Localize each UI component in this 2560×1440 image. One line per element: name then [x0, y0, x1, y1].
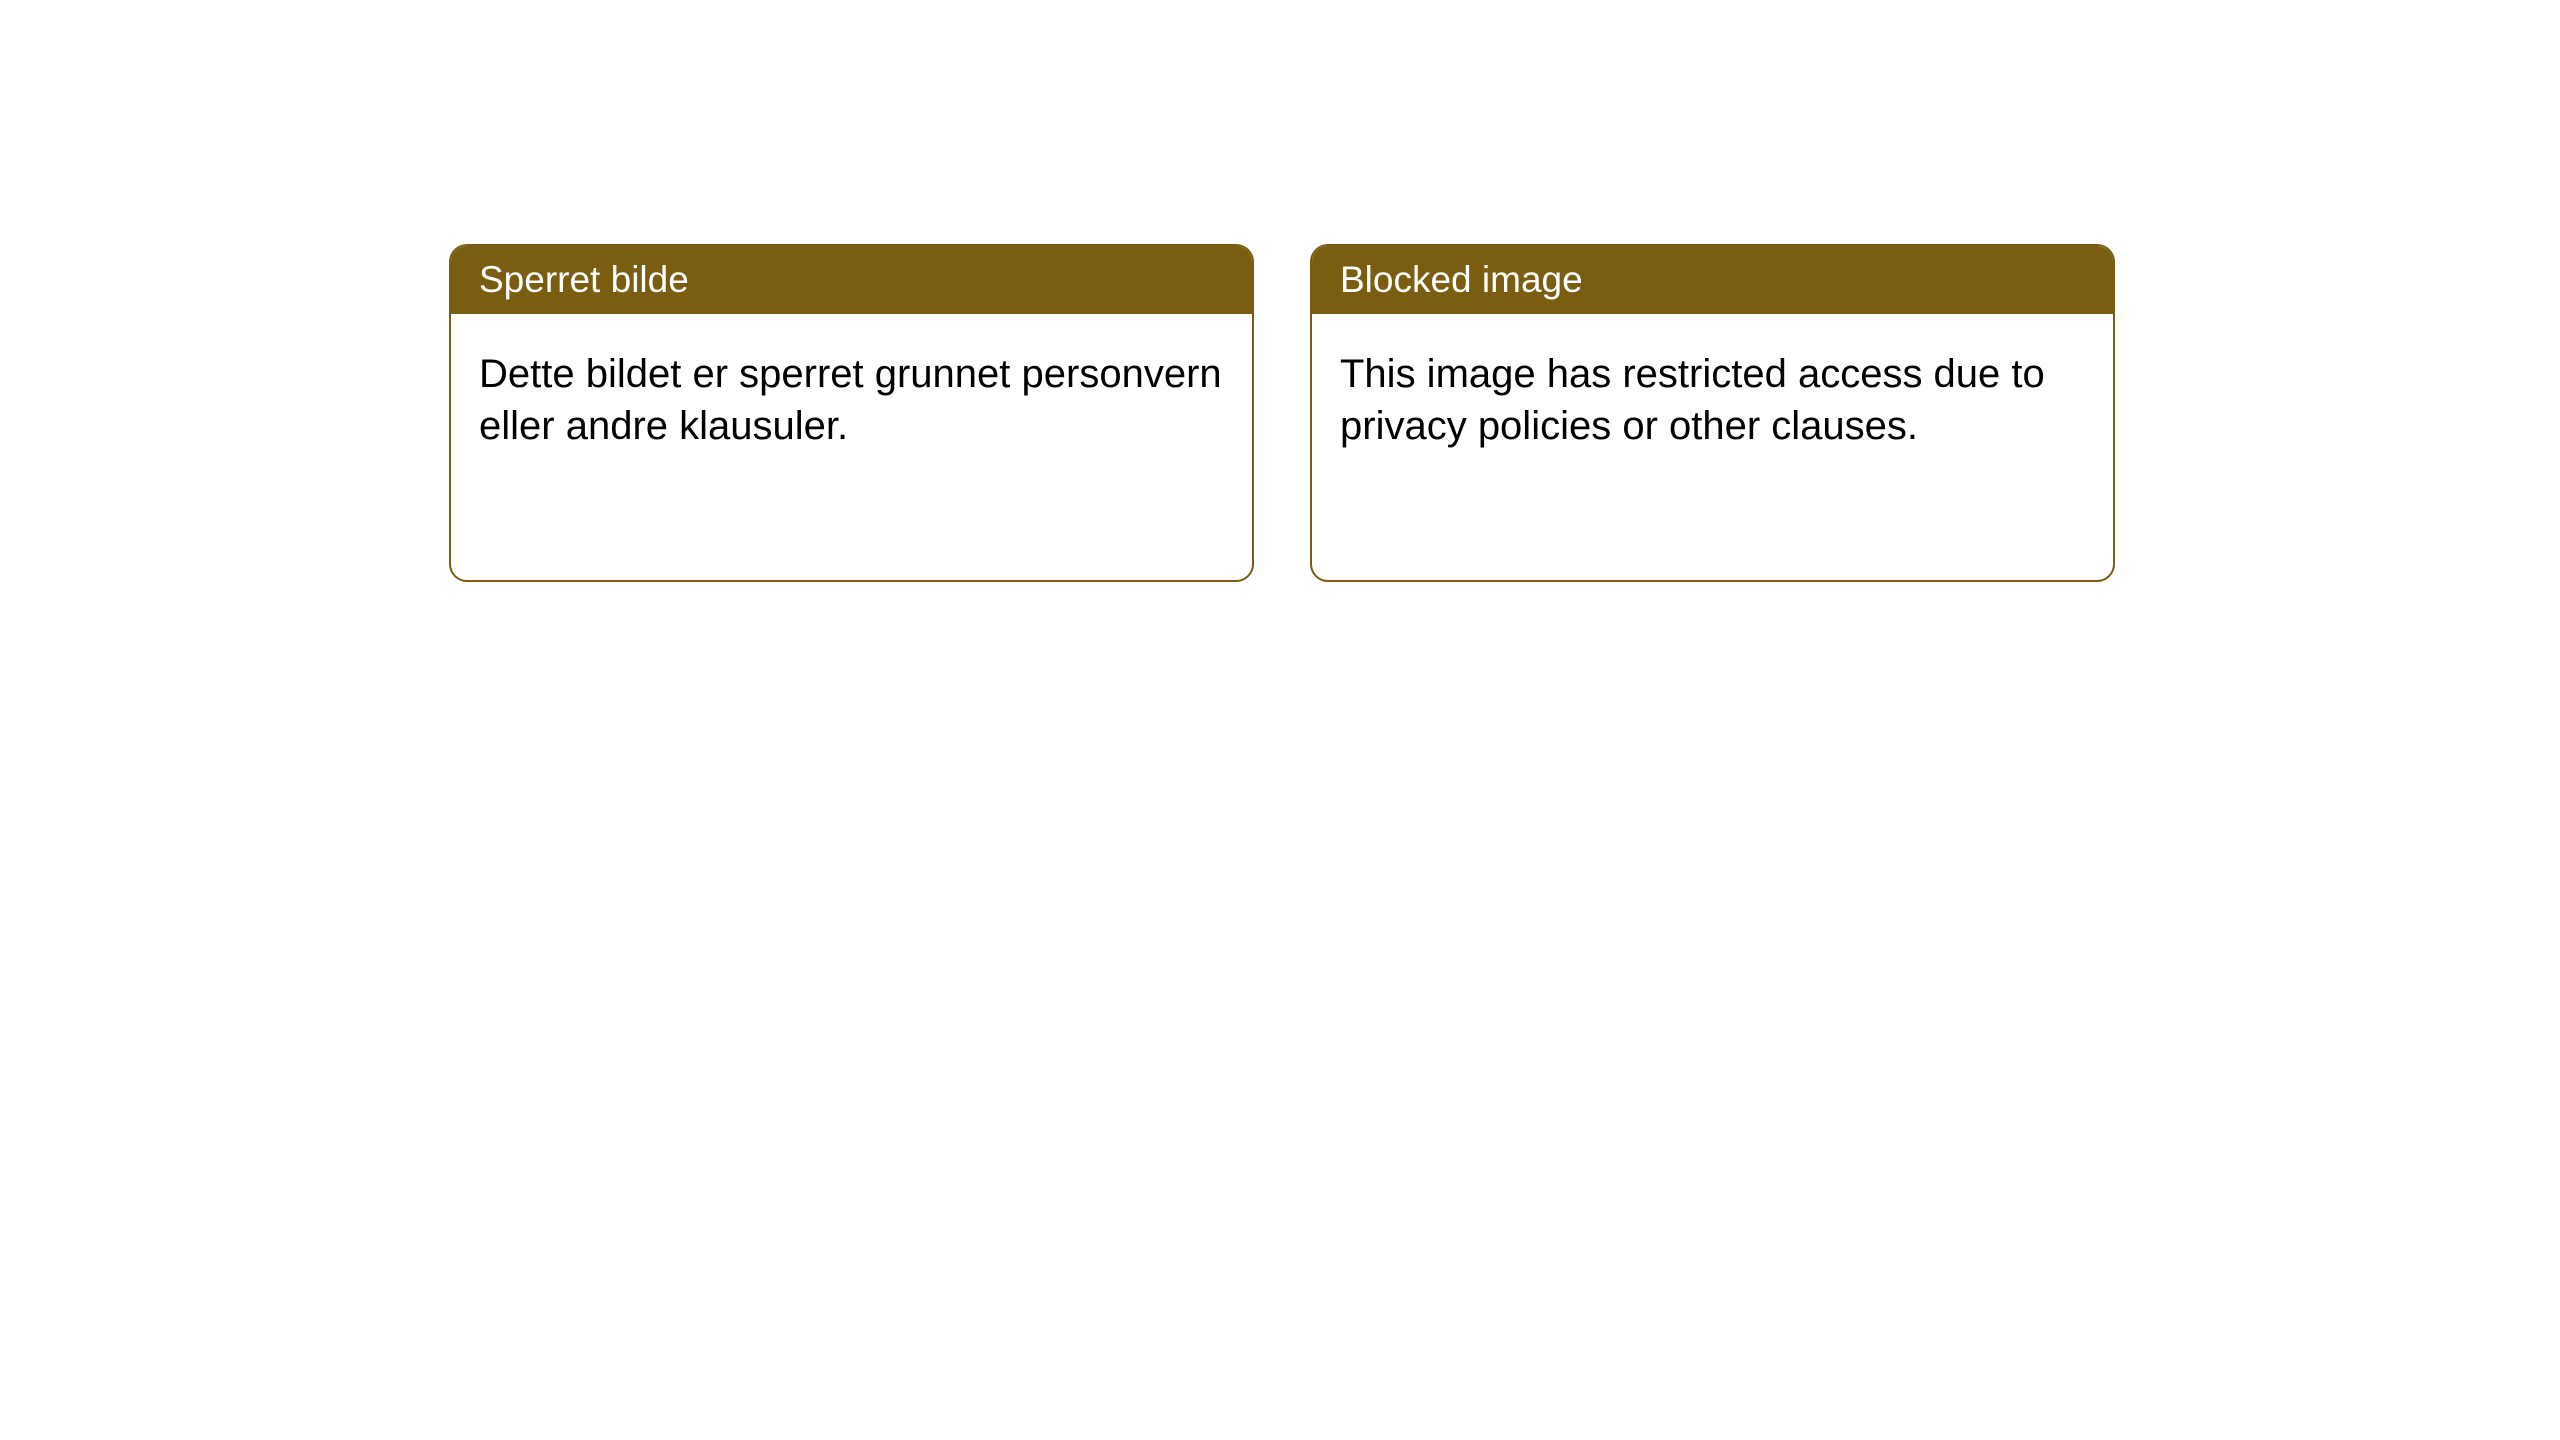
- notice-card-english: Blocked image This image has restricted …: [1310, 244, 2115, 582]
- notice-card-norwegian: Sperret bilde Dette bildet er sperret gr…: [449, 244, 1254, 582]
- card-title: Blocked image: [1312, 246, 2113, 314]
- card-title: Sperret bilde: [451, 246, 1252, 314]
- card-body-text: Dette bildet er sperret grunnet personve…: [451, 314, 1252, 486]
- card-body-text: This image has restricted access due to …: [1312, 314, 2113, 486]
- notice-container: Sperret bilde Dette bildet er sperret gr…: [449, 244, 2115, 582]
